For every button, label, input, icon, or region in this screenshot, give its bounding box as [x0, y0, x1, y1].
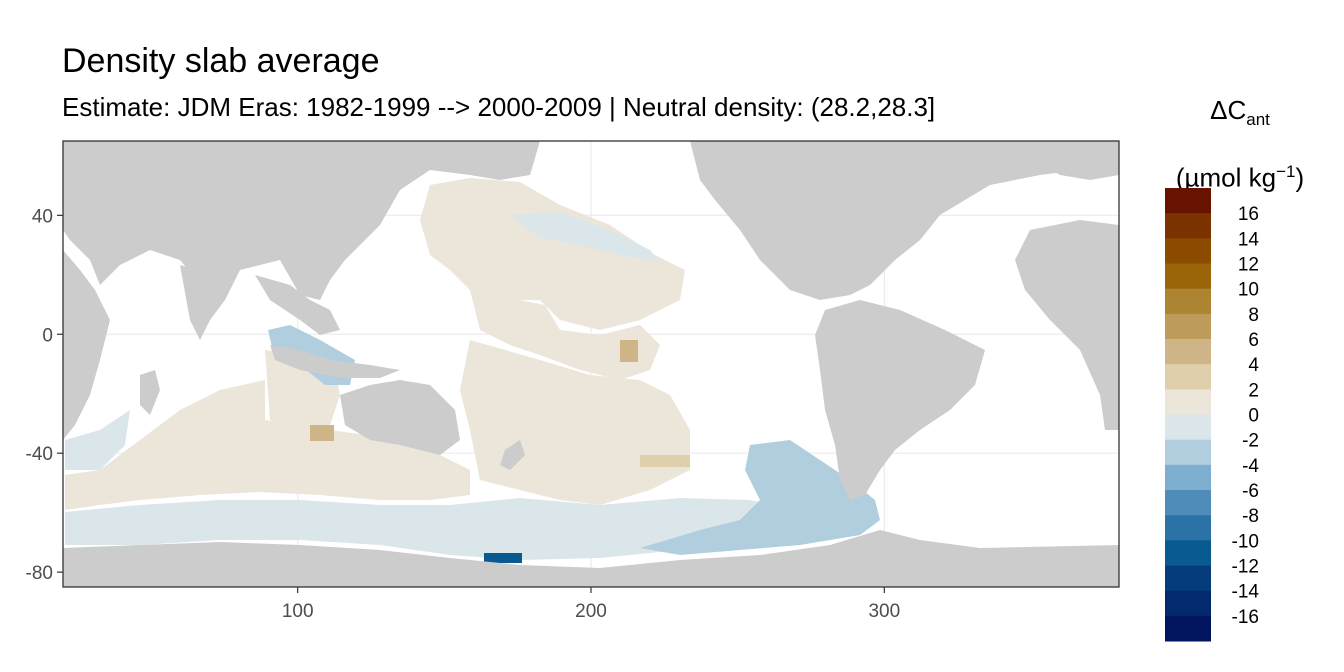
legend-title: ΔCant (µmol kg−1): [1150, 84, 1330, 204]
legend-label: -2: [1242, 431, 1259, 452]
legend-swatch: [1165, 288, 1211, 315]
legend-labels: 16 14 12 10 8 6 4 2 0 -2 -4 -6 -8 -10 -12 -14 -16: [1232, 204, 1260, 628]
region-local-maximum-c: [640, 455, 690, 467]
land-antarctica: [63, 530, 1119, 587]
legend-label: 8: [1248, 305, 1259, 326]
region-north-pacific-edge: [510, 212, 660, 262]
legend-swatch: [1165, 389, 1211, 415]
legend-swatch: [1165, 263, 1211, 290]
legend-swatch: [1165, 464, 1211, 491]
y-tick-label: 0: [42, 325, 53, 346]
legend-swatch: [1165, 590, 1211, 617]
land-new-zealand: [500, 440, 525, 470]
legend-swatch: [1165, 439, 1211, 466]
land-greenland: [1000, 141, 1119, 180]
region-local-maximum-b: [310, 425, 334, 441]
region-local-maximum-a: [620, 340, 638, 362]
legend-label: -8: [1242, 506, 1259, 527]
chart-subtitle: Estimate: JDM Eras: 1982-1999 --> 2000-2…: [62, 92, 936, 122]
y-tick-label: -40: [26, 444, 53, 465]
legend-label: 2: [1248, 380, 1259, 401]
legend-title-main: ΔC: [1210, 95, 1247, 125]
legend-label: 14: [1238, 229, 1260, 250]
x-axis: 100 200 300: [282, 587, 900, 622]
region-equatorial-pacific: [470, 290, 660, 380]
legend-swatch: [1165, 238, 1211, 264]
legend-label: 6: [1248, 330, 1259, 351]
legend-label: -4: [1242, 456, 1259, 477]
land-africa-east: [63, 250, 110, 440]
legend-label: 0: [1248, 406, 1259, 427]
legend-swatch: [1165, 313, 1211, 340]
region-south-pacific: [460, 340, 690, 505]
legend-swatch: [1165, 364, 1211, 390]
land-eurasia: [63, 141, 540, 300]
y-tick-label: -80: [26, 563, 53, 584]
land-australia: [340, 380, 460, 455]
legend-label: 16: [1238, 204, 1259, 225]
legend-swatch: [1165, 565, 1211, 592]
legend-label: 10: [1238, 280, 1259, 301]
x-tick-label: 100: [282, 601, 314, 622]
region-southern-indian: [65, 380, 470, 510]
region-indian-west: [65, 410, 130, 470]
x-tick-label: 200: [575, 601, 607, 622]
land-india: [180, 265, 225, 340]
legend-label: -12: [1232, 557, 1259, 578]
region-ross-sea-patch: [484, 553, 522, 563]
legend-label: -10: [1232, 531, 1259, 552]
region-north-pacific-gyre: [420, 178, 685, 330]
legend-label: 12: [1238, 255, 1259, 276]
legend-label: 4: [1248, 355, 1259, 376]
legend-swatch: [1165, 339, 1211, 365]
legend-unit-prefix: (µmol kg: [1175, 162, 1277, 193]
y-tick-label: 40: [32, 206, 53, 227]
legend-swatch: [1165, 213, 1211, 239]
chart-title: Density slab average: [62, 42, 380, 80]
legend-swatch: [1165, 414, 1211, 441]
land-africa-west: [1015, 220, 1119, 430]
legend-unit-sup: −1: [1276, 162, 1296, 182]
land-madagascar: [140, 370, 160, 415]
legend-unit-suffix: ): [1295, 162, 1305, 193]
legend-swatch: [1165, 515, 1211, 541]
legend-swatch: [1165, 188, 1211, 214]
ocean-values: [65, 178, 880, 563]
legend-swatch: [1165, 615, 1211, 642]
land-north-america: [690, 141, 1119, 300]
legend-label: -16: [1232, 607, 1259, 628]
legend-swatch: [1165, 490, 1211, 516]
land-south-america: [815, 300, 985, 500]
x-tick-label: 300: [868, 601, 900, 622]
legend-colorbar: [1165, 188, 1211, 642]
land-se-asia: [255, 275, 340, 335]
legend-label: -6: [1242, 481, 1259, 502]
legend-label: -14: [1232, 582, 1260, 603]
legend-swatch: [1165, 540, 1211, 566]
land-masses: [63, 141, 1119, 587]
y-axis: 40 0 -40 -80: [26, 206, 63, 584]
region-south-east-pacific: [640, 440, 880, 555]
legend-title-sub: ant: [1246, 110, 1270, 130]
land-indonesia: [270, 345, 400, 378]
